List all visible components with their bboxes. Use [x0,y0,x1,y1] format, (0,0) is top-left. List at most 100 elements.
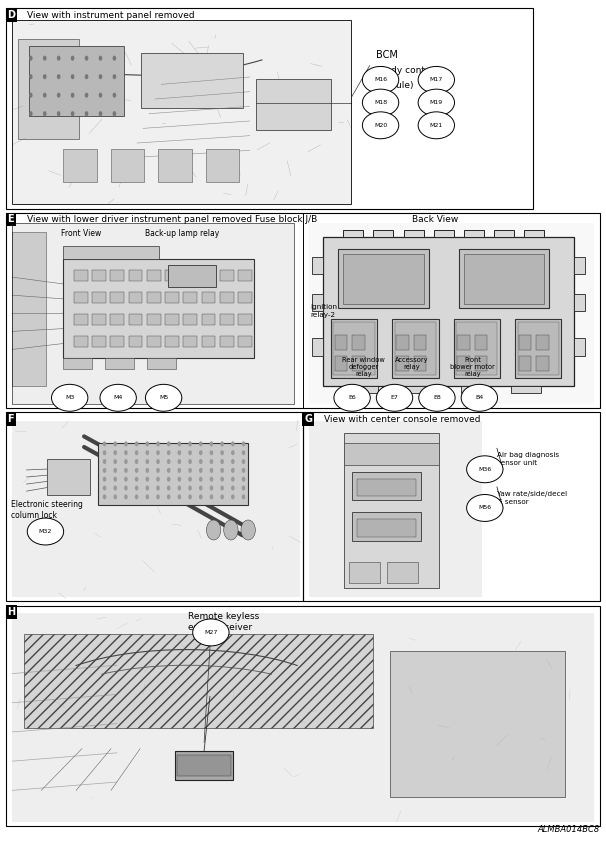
Bar [358,479,416,496]
Bar [24,634,373,727]
Bar [404,230,424,237]
Text: H: H [7,607,15,617]
Text: M20: M20 [374,123,387,128]
Circle shape [145,485,149,490]
Bar [238,293,252,304]
Circle shape [103,442,107,447]
Text: E7: E7 [391,395,398,400]
Bar [238,336,252,347]
Bar [128,293,142,304]
Text: E8: E8 [433,395,441,400]
Bar [324,237,574,385]
Text: M56: M56 [478,505,491,510]
Bar [413,336,426,350]
Bar [344,433,439,589]
Bar [475,336,487,350]
Circle shape [241,520,255,540]
Bar [92,293,106,304]
Text: M27: M27 [204,630,218,635]
Ellipse shape [362,112,399,139]
Circle shape [221,459,224,464]
Circle shape [199,485,202,490]
Bar [205,149,239,182]
Bar [396,336,408,350]
Bar [12,223,294,404]
Bar [387,562,418,583]
Text: BCM: BCM [376,50,398,61]
Circle shape [156,442,160,447]
Ellipse shape [418,112,454,139]
Circle shape [113,442,117,447]
Text: D: D [7,10,15,20]
Text: Front View: Front View [61,229,101,238]
Bar [220,270,234,281]
Bar [183,270,197,281]
Bar [128,270,142,281]
Bar [165,293,179,304]
Bar [352,356,365,371]
Circle shape [99,56,102,61]
Bar [175,751,233,780]
Circle shape [103,477,107,482]
Text: M36: M36 [478,467,491,472]
Bar [6,213,600,408]
Bar [92,315,106,325]
Circle shape [188,477,192,482]
Bar [6,8,533,209]
Circle shape [71,56,75,61]
Circle shape [231,442,235,447]
Bar [147,293,161,304]
Circle shape [43,93,47,98]
Bar [309,420,482,597]
Bar [110,149,144,182]
Text: Rear window
defogger
relay: Rear window defogger relay [342,357,385,377]
Bar [373,230,393,237]
Bar [338,249,428,309]
Bar [74,293,88,304]
Circle shape [221,468,224,473]
Ellipse shape [419,384,455,411]
Text: View with lower driver instrument panel removed: View with lower driver instrument panel … [27,215,252,225]
Bar [456,322,498,375]
Text: F: F [7,414,14,424]
Circle shape [71,111,75,116]
Circle shape [57,56,61,61]
Circle shape [231,459,235,464]
Bar [454,319,500,378]
Bar [459,249,549,309]
Bar [177,755,231,775]
Circle shape [113,459,117,464]
Bar [165,315,179,325]
Bar [74,336,88,347]
Text: M5: M5 [159,395,168,400]
Circle shape [210,442,213,447]
Circle shape [85,56,88,61]
Circle shape [210,450,213,455]
Bar [128,315,142,325]
Circle shape [221,450,224,455]
Circle shape [113,468,117,473]
Bar [335,356,347,371]
Bar [458,336,470,350]
Bar [335,336,347,350]
Text: M4: M4 [113,395,123,400]
Circle shape [242,442,245,447]
Circle shape [167,442,170,447]
Text: M21: M21 [430,123,443,128]
Circle shape [178,442,181,447]
Bar [390,651,565,796]
Circle shape [135,450,138,455]
Circle shape [145,468,149,473]
Bar [147,270,161,281]
Circle shape [188,450,192,455]
Circle shape [124,495,128,500]
Text: Accessory
relay: Accessory relay [395,357,429,369]
Circle shape [156,459,160,464]
Ellipse shape [376,384,413,411]
Text: Front
blower motor
relay: Front blower motor relay [450,357,495,377]
Text: Back-up lamp relay: Back-up lamp relay [145,229,220,238]
Bar [238,270,252,281]
Bar [74,315,88,325]
Text: M3: M3 [65,395,75,400]
Circle shape [135,495,138,500]
